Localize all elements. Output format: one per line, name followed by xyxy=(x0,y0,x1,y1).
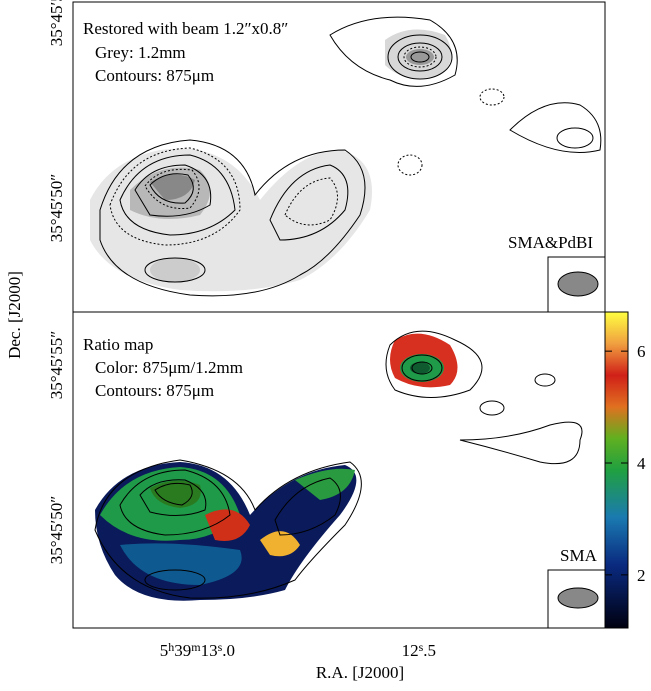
y-tick-label: 35°45′55″ xyxy=(47,0,66,46)
panel-text: Contours: 875μm xyxy=(95,66,214,85)
panel-text: Contours: 875μm xyxy=(95,381,214,400)
top-panel: Restored with beam 1.2″x0.8″ Grey: 1.2mm… xyxy=(47,0,605,312)
colorbar-tick-label: 6 xyxy=(637,342,646,361)
panel-text: Color: 875μm/1.2mm xyxy=(95,358,243,377)
panel-text: Restored with beam 1.2″x0.8″ xyxy=(83,19,288,38)
y-tick-label: 35°45′55″ xyxy=(47,331,66,400)
y-axis-label: Dec. [J2000] xyxy=(5,271,24,359)
y-tick-label: 35°45′50″ xyxy=(47,174,66,243)
beam-label: SMA&PdBI xyxy=(508,233,593,252)
x-axis-label: R.A. [J2000] xyxy=(316,663,404,682)
tick-part: 12 xyxy=(402,641,419,660)
colorbar xyxy=(605,312,628,628)
grey-map xyxy=(406,49,434,65)
tick-part: 5 xyxy=(160,641,169,660)
figure: Restored with beam 1.2″x0.8″ Grey: 1.2mm… xyxy=(0,0,651,686)
x-tick-label: 12s.5 xyxy=(402,640,436,660)
beam-label: SMA xyxy=(560,546,598,565)
grey-map xyxy=(150,258,200,282)
beam xyxy=(558,272,598,296)
ratio-map xyxy=(410,362,430,374)
y-tick-label: 35°45′50″ xyxy=(47,496,66,565)
beam xyxy=(558,588,598,608)
x-tick-label: 5h39m13s.0 xyxy=(160,640,235,660)
tick-part: 13 xyxy=(201,641,218,660)
bottom-panel: Ratio map Color: 875μm/1.2mm Contours: 8… xyxy=(47,312,605,628)
panel-text: Grey: 1.2mm xyxy=(95,43,186,62)
tick-part: .5 xyxy=(423,641,436,660)
colorbar-tick-label: 2 xyxy=(637,566,646,585)
tick-part: 39 xyxy=(174,641,191,660)
colorbar-tick-label: 4 xyxy=(637,454,646,473)
panel-text: Ratio map xyxy=(83,335,153,354)
tick-part: .0 xyxy=(222,641,235,660)
